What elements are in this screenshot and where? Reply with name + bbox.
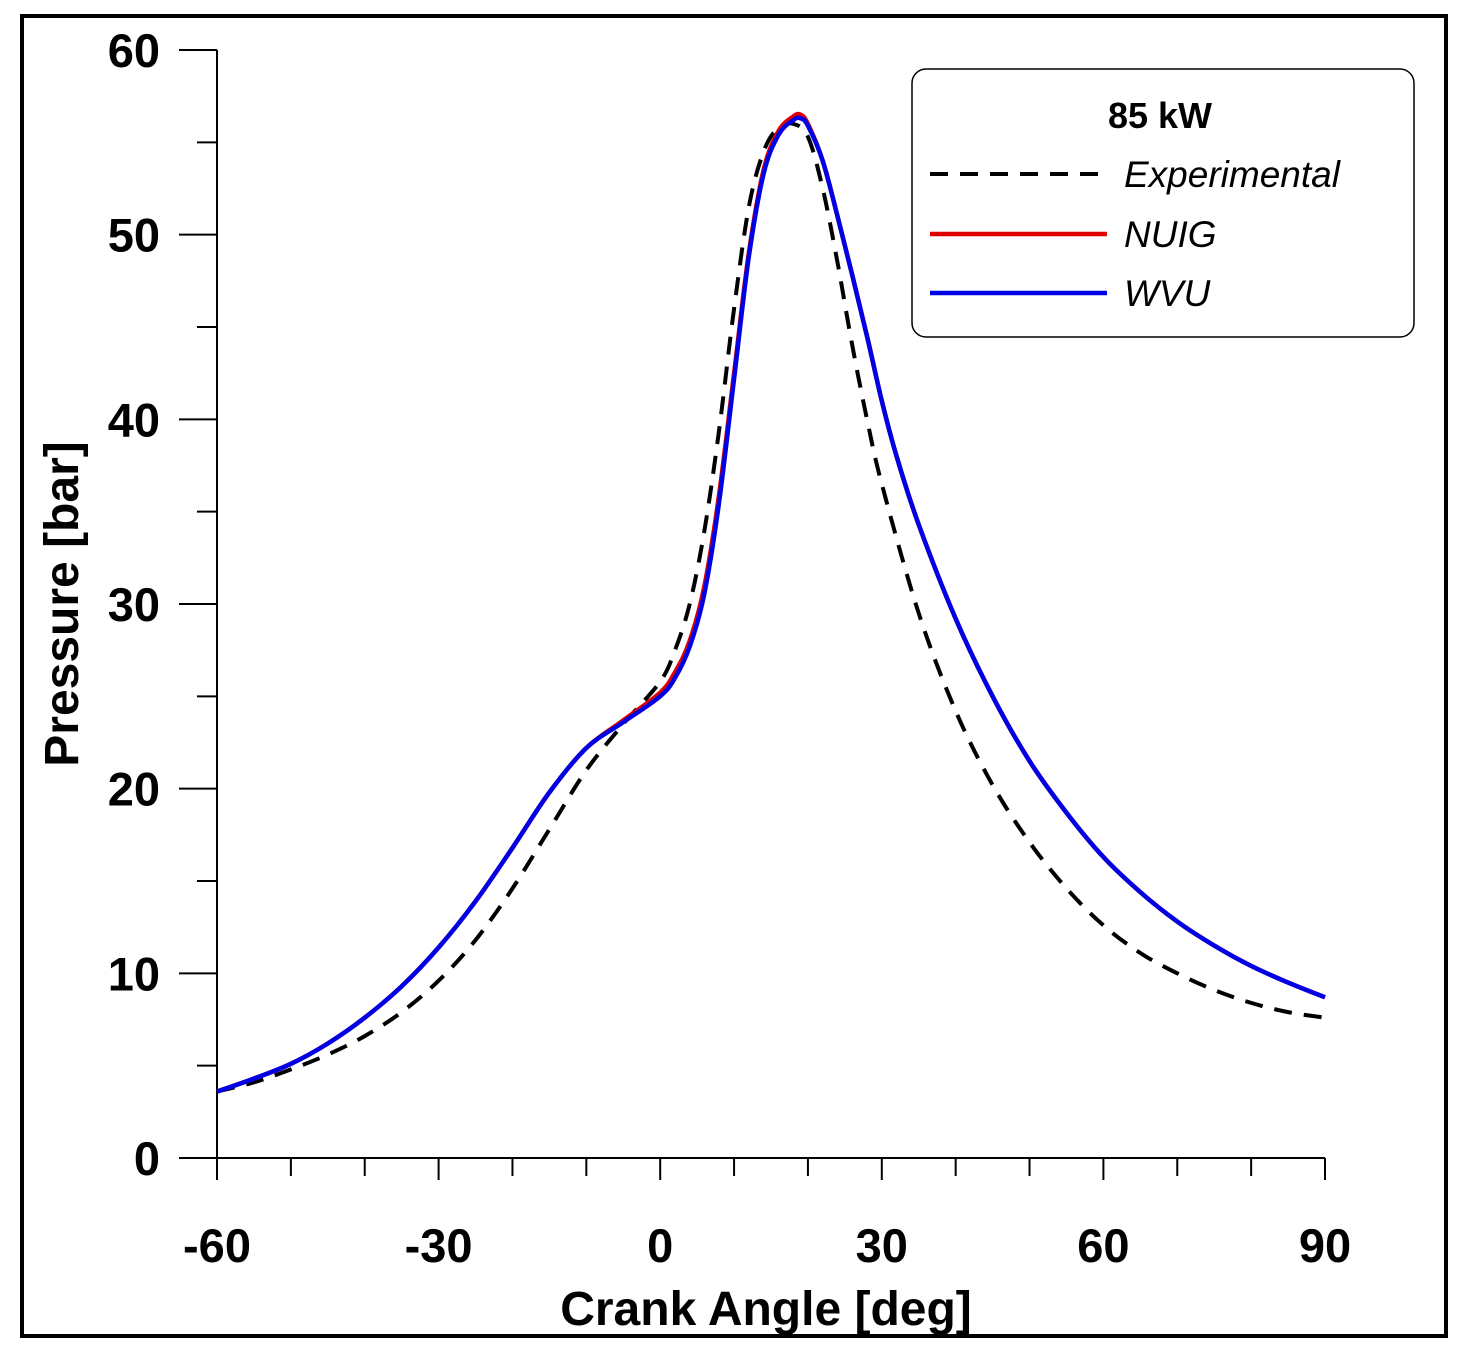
legend-title: 85 kW — [1108, 95, 1212, 136]
x-tick-label: 60 — [1077, 1219, 1129, 1272]
legend-label-experimental: Experimental — [1124, 154, 1342, 195]
y-axis-title: Pressure [bar] — [36, 441, 89, 766]
x-tick-label: 30 — [856, 1219, 908, 1272]
series-line-experimental — [216, 121, 1326, 1094]
series-line-wvu — [216, 115, 1326, 1094]
legend-label-wvu: WVU — [1124, 273, 1211, 314]
series-lines — [216, 111, 1326, 1094]
axes: -60 -30 0 30 60 90 0 10 20 30 40 50 60 — [108, 24, 1351, 1272]
legend-label-nuig: NUIG — [1124, 214, 1217, 255]
y-tick-label: 40 — [108, 393, 160, 446]
y-tick-label: 10 — [108, 947, 160, 1000]
y-tick-label: 20 — [108, 763, 160, 816]
y-tick-label: 60 — [108, 24, 160, 77]
x-tick-label: -60 — [183, 1219, 251, 1272]
legend-box — [911, 68, 1415, 338]
x-tick-label: 0 — [647, 1219, 673, 1272]
y-tick-label: 0 — [134, 1132, 160, 1185]
x-tick-label: 90 — [1299, 1219, 1351, 1272]
x-axis-title: Crank Angle [deg] — [560, 1283, 972, 1336]
y-tick-label: 50 — [108, 209, 160, 262]
x-tick-label: -30 — [405, 1219, 473, 1272]
legend: 85 kW Experimental NUIG WVU — [911, 68, 1415, 338]
y-tick-label: 30 — [108, 578, 160, 631]
